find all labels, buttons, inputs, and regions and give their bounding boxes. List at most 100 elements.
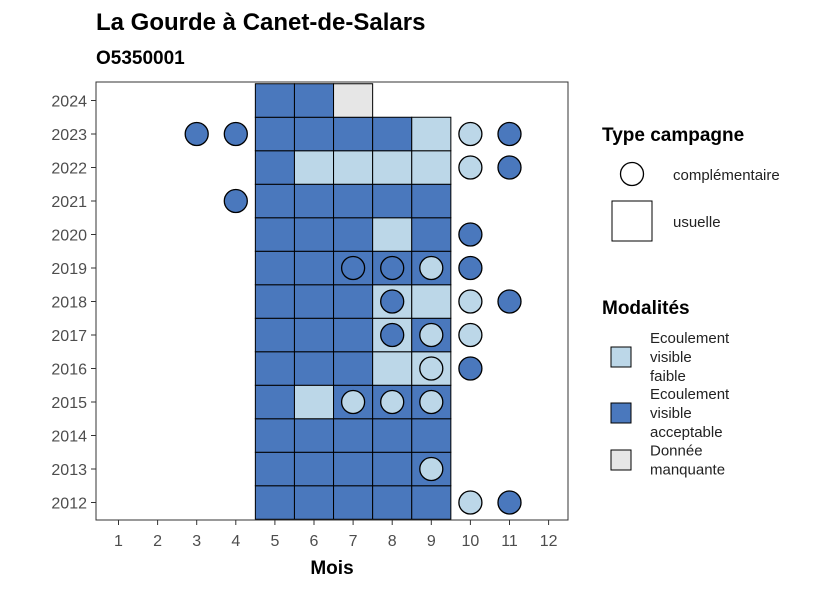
x-tick-label-11: 11 — [501, 533, 518, 550]
point-2023-3 — [184, 121, 209, 147]
x-tick-label-1: 1 — [114, 533, 123, 550]
chart-subtitle: O5350001 — [96, 48, 185, 69]
tile-2012-8 — [372, 485, 413, 520]
tile-2016-7 — [333, 351, 374, 386]
legend-type-title: Type campagne — [602, 125, 744, 146]
tile-2021-8 — [372, 183, 413, 219]
y-tick-label-2015: 2015 — [51, 395, 87, 412]
legend-label-faible-line-2: faible — [650, 368, 686, 385]
point-2018-10 — [458, 289, 483, 314]
tile-2017-5 — [254, 317, 295, 353]
point-2016-9 — [419, 356, 444, 381]
legend-label-faible-line-0: Ecoulement — [650, 330, 730, 347]
tile-2013-5 — [254, 451, 295, 487]
tile-2022-6 — [293, 150, 335, 185]
tile-2021-6 — [293, 183, 335, 219]
tile-2022-8 — [372, 150, 413, 185]
legend-modalites: Modalités EcoulementvisiblefaibleEcoulem… — [602, 298, 730, 479]
tile-2020-5 — [254, 217, 295, 252]
y-axis: 2012 2013 2014 2015 2016 2017 2018 2019 2020 2021… — [51, 94, 96, 513]
point-2023-4 — [223, 121, 248, 147]
x-axis-title: Mois — [310, 558, 353, 579]
x-tick-label-2: 2 — [153, 533, 162, 550]
tile-2023-7 — [333, 116, 374, 152]
point-2023-11 — [497, 121, 522, 147]
point-2018-8 — [380, 289, 405, 314]
tile-2014-5 — [254, 418, 295, 453]
tile-2022-7 — [333, 150, 374, 185]
tile-2021-7 — [333, 183, 374, 219]
y-tick-label-2019: 2019 — [51, 261, 87, 278]
legend-key-acceptable — [610, 402, 632, 424]
y-tick-label-2021: 2021 — [51, 194, 87, 211]
tile-2021-9 — [411, 183, 452, 219]
legend-label-manquante-line-0: Donnée — [650, 443, 703, 460]
x-tick-label-7: 7 — [349, 533, 358, 550]
tile-2018-9 — [411, 284, 452, 319]
tile-2022-9 — [411, 150, 452, 185]
tile-2023-6 — [293, 116, 335, 152]
x-tick-label-3: 3 — [192, 533, 201, 550]
tile-2016-6 — [293, 351, 335, 386]
tile-2020-6 — [293, 217, 335, 252]
tile-2023-5 — [254, 116, 295, 152]
y-tick-label-2013: 2013 — [51, 462, 87, 479]
tile-2015-6 — [293, 384, 335, 420]
point-2016-10 — [458, 356, 483, 381]
tile-2014-9 — [411, 418, 452, 453]
legend-label-manquante-line-1: manquante — [650, 462, 725, 479]
tile-2022-5 — [254, 150, 295, 185]
point-2017-10 — [458, 322, 483, 348]
tile-2020-8 — [372, 217, 413, 252]
point-2020-10 — [458, 222, 483, 247]
y-tick-label-2018: 2018 — [51, 295, 87, 312]
point-2019-10 — [458, 255, 483, 281]
point-2021-4 — [223, 188, 248, 214]
point-2019-8 — [380, 255, 405, 281]
x-tick-label-9: 9 — [427, 533, 436, 550]
point-2019-9 — [419, 255, 444, 281]
point-2012-11 — [497, 490, 522, 515]
x-tick-label-10: 10 — [462, 533, 480, 550]
tile-2014-7 — [333, 418, 374, 453]
y-tick-label-2023: 2023 — [51, 127, 87, 144]
tile-2023-8 — [372, 116, 413, 152]
tile-2014-8 — [372, 418, 413, 453]
legend-key-complementaire — [619, 161, 645, 187]
tile-2015-5 — [254, 384, 295, 420]
points-layer — [184, 121, 522, 515]
chart-title: La Gourde à Canet-de-Salars — [96, 9, 425, 36]
point-2022-10 — [458, 155, 483, 180]
tile-2024-5 — [254, 83, 295, 118]
tile-2013-8 — [372, 451, 413, 487]
x-tick-label-4: 4 — [231, 533, 240, 550]
y-tick-label-2012: 2012 — [51, 496, 87, 513]
tile-2016-8 — [372, 351, 413, 386]
y-tick-label-2014: 2014 — [51, 429, 87, 446]
point-2017-8 — [380, 322, 405, 348]
legend-label-acceptable-line-0: Ecoulement — [650, 386, 730, 403]
x-tick-label-5: 5 — [270, 533, 279, 550]
legend-label-acceptable-line-1: visible — [650, 405, 692, 422]
point-2018-11 — [497, 289, 522, 314]
tile-2012-5 — [254, 485, 295, 520]
legend-key-usuelle — [611, 200, 653, 242]
tile-2014-6 — [293, 418, 335, 453]
point-2019-7 — [340, 255, 366, 281]
legend-label-complementaire: complémentaire — [673, 167, 780, 184]
tile-2013-6 — [293, 451, 335, 487]
point-2012-10 — [458, 490, 483, 515]
y-tick-label-2016: 2016 — [51, 362, 87, 379]
x-tick-label-12: 12 — [540, 533, 558, 550]
legend-label-usuelle: usuelle — [673, 214, 721, 231]
tile-2020-7 — [333, 217, 374, 252]
tile-2020-9 — [411, 217, 452, 252]
x-axis: 1 2 3 4 5 6 7 8 9 10 11 12 — [114, 520, 558, 550]
tile-2018-7 — [333, 284, 374, 319]
x-tick-label-6: 6 — [310, 533, 319, 550]
point-2013-9 — [419, 456, 444, 482]
legend-key-manquante — [610, 449, 632, 471]
tile-2018-6 — [293, 284, 335, 319]
tile-2012-9 — [411, 485, 452, 520]
